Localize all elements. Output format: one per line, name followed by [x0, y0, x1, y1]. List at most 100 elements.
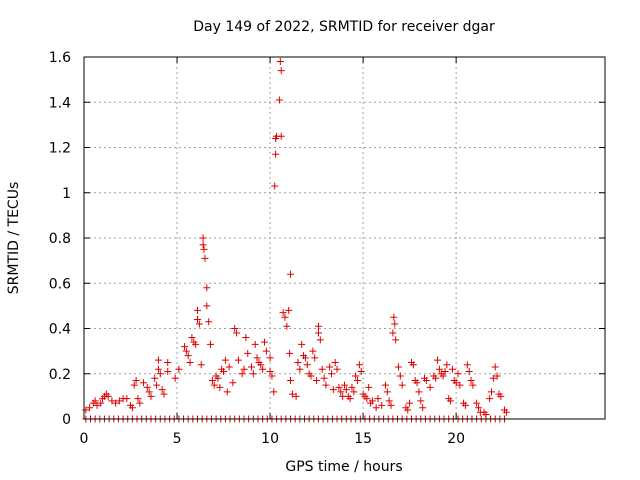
data-point	[342, 386, 350, 394]
x-tick-label: 0	[80, 431, 89, 447]
data-point	[378, 401, 386, 409]
data-point	[493, 372, 501, 380]
data-point	[454, 370, 462, 378]
y-tick-label: 0.2	[49, 367, 71, 383]
data-point	[439, 372, 447, 380]
data-point	[352, 372, 360, 380]
data-point	[303, 361, 311, 369]
data-point	[383, 388, 391, 396]
data-point	[156, 370, 164, 378]
data-point	[406, 399, 414, 407]
data-point	[294, 358, 302, 366]
plot-frame	[83, 56, 606, 420]
data-point	[413, 379, 421, 387]
data-point	[184, 352, 192, 360]
data-point	[348, 383, 356, 391]
data-point	[194, 315, 202, 323]
data-point	[292, 392, 300, 400]
data-point	[327, 370, 335, 378]
data-point	[392, 336, 400, 344]
data-point	[272, 150, 280, 158]
data-point	[318, 365, 326, 373]
x-tick-label: 20	[447, 431, 465, 447]
data-point	[387, 401, 395, 409]
data-point	[467, 377, 475, 385]
data-point	[153, 381, 161, 389]
data-point	[238, 370, 246, 378]
data-point	[487, 388, 495, 396]
data-point	[329, 386, 337, 394]
data-point	[390, 313, 398, 321]
data-point	[154, 356, 162, 364]
data-point	[474, 404, 482, 412]
data-point	[225, 363, 233, 371]
data-point	[283, 322, 291, 330]
x-tick-label: 5	[173, 431, 182, 447]
data-point	[201, 254, 209, 262]
data-point	[275, 96, 283, 104]
y-tick-label: 0.6	[49, 276, 71, 292]
data-point	[277, 67, 285, 75]
data-point	[214, 374, 222, 382]
data-point	[205, 318, 213, 326]
data-point	[354, 377, 362, 385]
tick-labels: 0 0.2 0.4 0.6 0.8 1 1.2 1.4 1.6 0 5 10 15 20	[49, 50, 465, 447]
data-point	[448, 365, 456, 373]
data-point	[394, 363, 402, 371]
data-point	[350, 388, 358, 396]
data-point	[374, 395, 382, 403]
data-point	[145, 388, 153, 396]
data-point	[249, 370, 257, 378]
data-point	[389, 329, 397, 337]
x-tick-label: 10	[261, 431, 279, 447]
data-point	[271, 182, 279, 190]
data-point	[482, 410, 490, 418]
y-tick-label: 1.4	[49, 95, 71, 111]
data-point	[287, 270, 295, 278]
data-point	[259, 365, 267, 373]
data-point	[251, 340, 259, 348]
data-point	[180, 343, 188, 351]
data-point	[281, 313, 289, 321]
data-point	[208, 377, 216, 385]
data-point	[391, 320, 399, 328]
data-point	[398, 381, 406, 389]
data-point	[463, 361, 471, 369]
data-point	[97, 399, 105, 407]
data-point	[221, 356, 229, 364]
data-point	[489, 374, 497, 382]
data-point	[158, 386, 166, 394]
data-point	[123, 395, 131, 403]
data-point	[140, 379, 148, 387]
data-point	[435, 365, 443, 373]
data-point	[160, 390, 168, 398]
axis-ticks	[83, 56, 605, 420]
data-point	[147, 392, 155, 400]
grid	[84, 57, 605, 419]
data-point	[473, 399, 481, 407]
data-point	[171, 374, 179, 382]
data-point	[502, 408, 510, 416]
data-point	[130, 381, 138, 389]
data-point	[91, 397, 99, 405]
data-point	[270, 388, 278, 396]
data-point	[385, 397, 393, 405]
data-point	[188, 334, 196, 342]
data-point	[365, 383, 373, 391]
data-point	[164, 367, 172, 375]
data-point	[497, 392, 505, 400]
data-point	[262, 347, 270, 355]
data-point	[363, 395, 371, 403]
data-point	[346, 395, 354, 403]
data-point	[136, 399, 144, 407]
data-point	[203, 284, 211, 292]
data-point	[210, 381, 218, 389]
data-point	[112, 399, 120, 407]
data-point	[203, 302, 211, 310]
data-point	[417, 397, 425, 405]
data-point	[207, 340, 215, 348]
y-tick-label: 1.6	[49, 50, 71, 66]
data-point	[331, 358, 339, 366]
data-point	[286, 349, 294, 357]
x-tick-label: 15	[354, 431, 372, 447]
